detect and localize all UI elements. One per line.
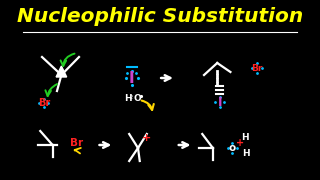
Text: H: H [124,93,132,102]
Text: $_2$: $_2$ [129,94,134,102]
Text: Br: Br [70,138,83,148]
Text: Br: Br [251,64,262,73]
Text: O: O [133,93,141,102]
Text: o: o [228,143,236,153]
Polygon shape [56,66,67,77]
Text: I: I [218,96,222,109]
Text: Nucleophilic Substitution: Nucleophilic Substitution [17,6,303,26]
Text: +: + [236,138,244,148]
Text: +: + [142,133,151,143]
Text: H: H [243,148,250,158]
Text: Br: Br [38,98,50,108]
Text: I: I [129,71,135,86]
Text: H: H [241,134,248,143]
